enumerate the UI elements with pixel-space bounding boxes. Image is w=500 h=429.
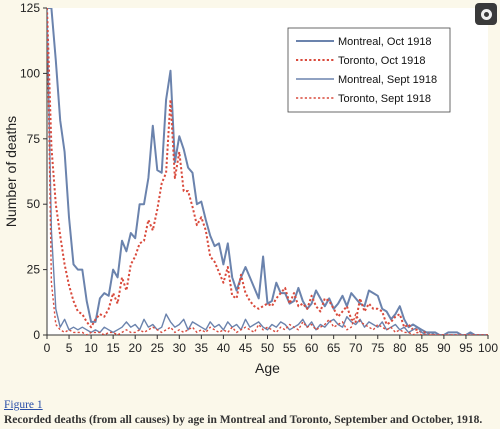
y-tick-label: 125: [20, 1, 40, 15]
x-tick-label: 50: [261, 341, 275, 355]
x-tick-label: 95: [459, 341, 473, 355]
y-tick-label: 25: [27, 263, 41, 277]
x-tick-label: 45: [239, 341, 253, 355]
x-tick-label: 10: [84, 341, 98, 355]
x-tick-label: 40: [217, 341, 231, 355]
legend-label: Toronto, Sept 1918: [338, 93, 431, 105]
x-tick-label: 90: [437, 341, 451, 355]
chart-svg: 0 5 10 15 20 25 30 35 40 45 50 55 60 65 70 75 80 85 90 95 10…: [3, 1, 498, 376]
figure-caption: Figure 1 Recorded deaths (from all cause…: [4, 398, 496, 428]
x-tick-label: 35: [195, 341, 209, 355]
x-tick-label: 100: [478, 341, 498, 355]
x-axis-title: Age: [255, 360, 280, 376]
series-line: [47, 8, 488, 335]
x-tick-label: 30: [173, 341, 187, 355]
legend-label: Montreal, Sept 1918: [338, 74, 437, 86]
figure-link[interactable]: Figure 1: [4, 399, 43, 411]
x-tick-label: 85: [415, 341, 429, 355]
chart-area: 0 5 10 15 20 25 30 35 40 45 50 55 60 65 70 75 80 85 90 95 10…: [3, 1, 499, 376]
x-tick-label: 5: [66, 341, 73, 355]
zoom-button[interactable]: [475, 3, 497, 25]
x-tick-label: 65: [327, 341, 341, 355]
y-tick-label: 75: [27, 132, 41, 146]
zoom-icon: [480, 8, 492, 20]
y-tick-label: 50: [27, 197, 41, 211]
y-tick-label: 100: [20, 66, 40, 80]
x-tick-label: 0: [44, 341, 51, 355]
x-tick-label: 20: [129, 341, 143, 355]
x-tick-label: 55: [283, 341, 297, 355]
caption-text: Recorded deaths (from all causes) by age…: [4, 414, 483, 426]
series-line: [47, 8, 488, 335]
x-tick-label: 15: [106, 341, 120, 355]
x-tick-label: 70: [349, 341, 363, 355]
legend-label: Montreal, Oct 1918: [338, 36, 432, 48]
y-axis-title: Number of deaths: [3, 116, 19, 227]
x-tick-label: 60: [305, 341, 319, 355]
y-tick-label: 0: [33, 328, 40, 342]
x-tick-label: 25: [151, 341, 165, 355]
x-tick-label: 80: [393, 341, 407, 355]
series-line: [47, 8, 488, 335]
x-tick-label: 75: [371, 341, 385, 355]
legend-label: Toronto, Oct 1918: [338, 55, 425, 67]
